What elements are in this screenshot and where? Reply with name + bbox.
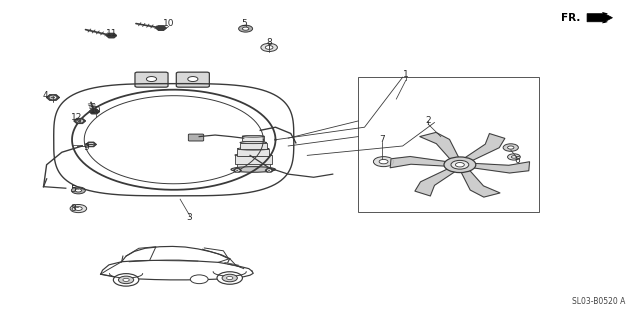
Polygon shape <box>89 109 99 114</box>
Circle shape <box>222 274 237 282</box>
Circle shape <box>503 144 518 151</box>
Circle shape <box>261 43 277 51</box>
Circle shape <box>147 76 157 81</box>
Polygon shape <box>461 169 500 197</box>
Circle shape <box>451 160 468 169</box>
Circle shape <box>239 25 253 32</box>
Polygon shape <box>420 133 460 160</box>
Text: 10: 10 <box>163 19 175 29</box>
Bar <box>240 143 267 149</box>
Ellipse shape <box>235 153 271 157</box>
Circle shape <box>75 207 82 210</box>
Circle shape <box>113 274 139 286</box>
FancyBboxPatch shape <box>176 72 209 87</box>
Text: 8: 8 <box>266 38 272 47</box>
Text: 6: 6 <box>514 156 520 165</box>
Polygon shape <box>390 157 449 168</box>
Circle shape <box>243 27 249 30</box>
Polygon shape <box>74 119 85 123</box>
Circle shape <box>266 46 273 49</box>
Circle shape <box>123 278 129 281</box>
Text: 7: 7 <box>380 135 385 144</box>
Polygon shape <box>587 12 612 23</box>
Text: 8: 8 <box>70 204 76 213</box>
Polygon shape <box>234 169 241 172</box>
Text: 2: 2 <box>425 116 431 126</box>
Text: 11: 11 <box>106 29 117 38</box>
Text: 4: 4 <box>42 91 48 100</box>
Circle shape <box>227 276 233 280</box>
Circle shape <box>217 272 243 284</box>
Text: FR.: FR. <box>561 13 580 23</box>
Text: 10: 10 <box>90 106 102 114</box>
Circle shape <box>511 156 516 158</box>
Text: SL03-B0520 A: SL03-B0520 A <box>572 296 625 306</box>
Ellipse shape <box>242 135 264 137</box>
Circle shape <box>379 159 388 164</box>
Ellipse shape <box>237 147 269 150</box>
Circle shape <box>118 276 134 284</box>
Bar <box>237 149 269 156</box>
Circle shape <box>70 204 86 213</box>
Text: 5: 5 <box>70 185 76 194</box>
Text: 1: 1 <box>403 69 409 79</box>
Circle shape <box>72 187 85 194</box>
Polygon shape <box>47 95 60 100</box>
Ellipse shape <box>237 159 270 163</box>
Circle shape <box>456 163 465 167</box>
Circle shape <box>188 76 198 81</box>
Circle shape <box>190 275 208 284</box>
Polygon shape <box>471 162 529 173</box>
FancyBboxPatch shape <box>188 134 204 141</box>
Polygon shape <box>106 33 116 38</box>
Text: 9: 9 <box>83 143 89 152</box>
Bar <box>242 136 264 141</box>
Bar <box>237 161 270 171</box>
Bar <box>358 77 540 212</box>
Ellipse shape <box>240 141 267 144</box>
Circle shape <box>508 146 514 149</box>
Polygon shape <box>156 26 166 30</box>
Text: 12: 12 <box>72 113 83 122</box>
Polygon shape <box>415 168 456 196</box>
Text: 3: 3 <box>187 213 193 223</box>
Circle shape <box>444 157 476 172</box>
Text: 5: 5 <box>241 19 246 29</box>
FancyBboxPatch shape <box>135 72 168 87</box>
Circle shape <box>76 189 81 192</box>
Polygon shape <box>86 142 96 146</box>
Bar <box>235 155 271 164</box>
Polygon shape <box>463 133 505 161</box>
Ellipse shape <box>231 167 275 172</box>
Circle shape <box>373 157 394 167</box>
Polygon shape <box>266 169 273 172</box>
Circle shape <box>508 154 520 160</box>
